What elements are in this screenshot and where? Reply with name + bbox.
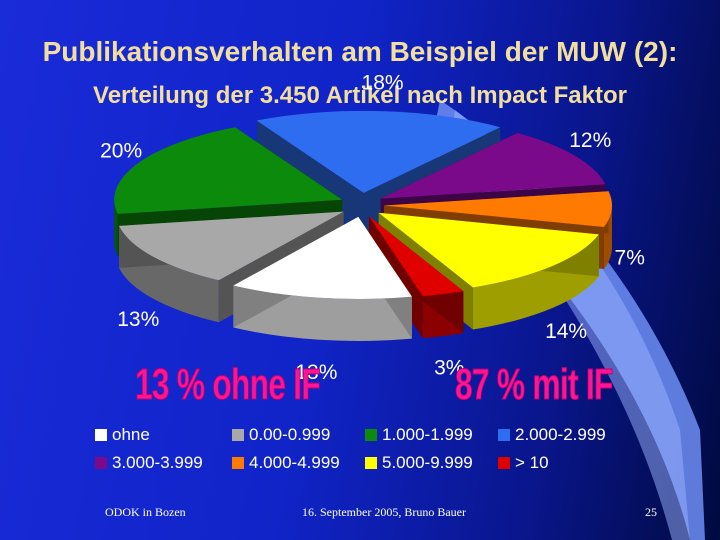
legend-label: > 10 <box>515 453 549 472</box>
legend-label: 4.000-4.999 <box>249 453 340 472</box>
legend-item-2-2.999: 2.000-2.999 <box>498 425 606 445</box>
legend-item-gt-10: > 10 <box>498 453 549 473</box>
pie-slice-top <box>256 110 501 193</box>
pie-slice-side <box>472 234 599 330</box>
legend-label: 3.000-3.999 <box>112 453 203 472</box>
legend-swatch <box>365 429 377 441</box>
legend-swatch <box>232 457 244 469</box>
legend-label: 2.000-2.999 <box>515 425 606 444</box>
footer-page-number: 25 <box>645 505 657 519</box>
pie-slice-top <box>380 132 606 199</box>
legend-item-0-0.999: 0.00-0.999 <box>232 425 330 445</box>
data-label-4-000-4-999: 7% <box>615 247 645 270</box>
legend-label: 0.00-0.999 <box>249 425 331 444</box>
legend-label: ohne <box>112 425 150 444</box>
slide-subtitle: Verteilung der 3.450 Artikel nach Impact… <box>93 82 627 109</box>
pie-slice-0-00-0-999 <box>119 211 344 323</box>
data-label-3-000-3-999: 12% <box>569 129 611 152</box>
pie-slice-top <box>369 216 464 297</box>
legend-label: 5.000-9.999 <box>382 453 473 472</box>
legend-swatch <box>498 429 510 441</box>
data-label-5-000-9-999: 14% <box>545 320 587 343</box>
footer-left: ODOK in Bozen <box>105 505 186 519</box>
legend-item-3-3.999: 3.000-3.999 <box>95 453 203 473</box>
footer-center: 16. September 2005, Bruno Bauer <box>302 505 466 519</box>
legend-swatch <box>365 457 377 469</box>
legend-item-4-4.999: 4.000-4.999 <box>232 453 340 473</box>
data-label-2-000-2-999: 18% <box>362 71 404 94</box>
legend-item-ohne: ohne <box>95 425 150 445</box>
ohne-if-annotation: 13 % ohne IF <box>135 360 321 410</box>
legend-swatch <box>498 457 510 469</box>
data-label-1-000-1-999: 20% <box>100 140 142 163</box>
pie-slice-top <box>233 216 412 299</box>
legend-label: 1.000-1.999 <box>382 425 473 444</box>
data-label-0-00-0-999: 13% <box>117 308 159 331</box>
pie-slice-top <box>114 127 343 214</box>
pie-slice-side <box>604 205 612 270</box>
pie-slice-ohne <box>233 216 412 341</box>
pie-slice-top <box>383 191 612 228</box>
legend-item-5-9.999: 5.000-9.999 <box>365 453 473 473</box>
pie-slice-side <box>114 199 118 256</box>
legend-item-1-1.999: 1.000-1.999 <box>365 425 473 445</box>
slide-title: Publikationsverhalten am Beispiel der MU… <box>42 36 678 67</box>
pie-slice-side <box>119 225 219 323</box>
data-label-ohne: 13% <box>295 361 337 384</box>
legend-swatch <box>95 457 107 469</box>
legend-swatch <box>95 429 107 441</box>
data-label-10: 3% <box>434 356 464 379</box>
legend-swatch <box>232 429 244 441</box>
mit-if-annotation: 87 % mit IF <box>455 360 614 410</box>
pie-slice-top <box>119 211 344 281</box>
pie-slice-top <box>378 212 599 288</box>
